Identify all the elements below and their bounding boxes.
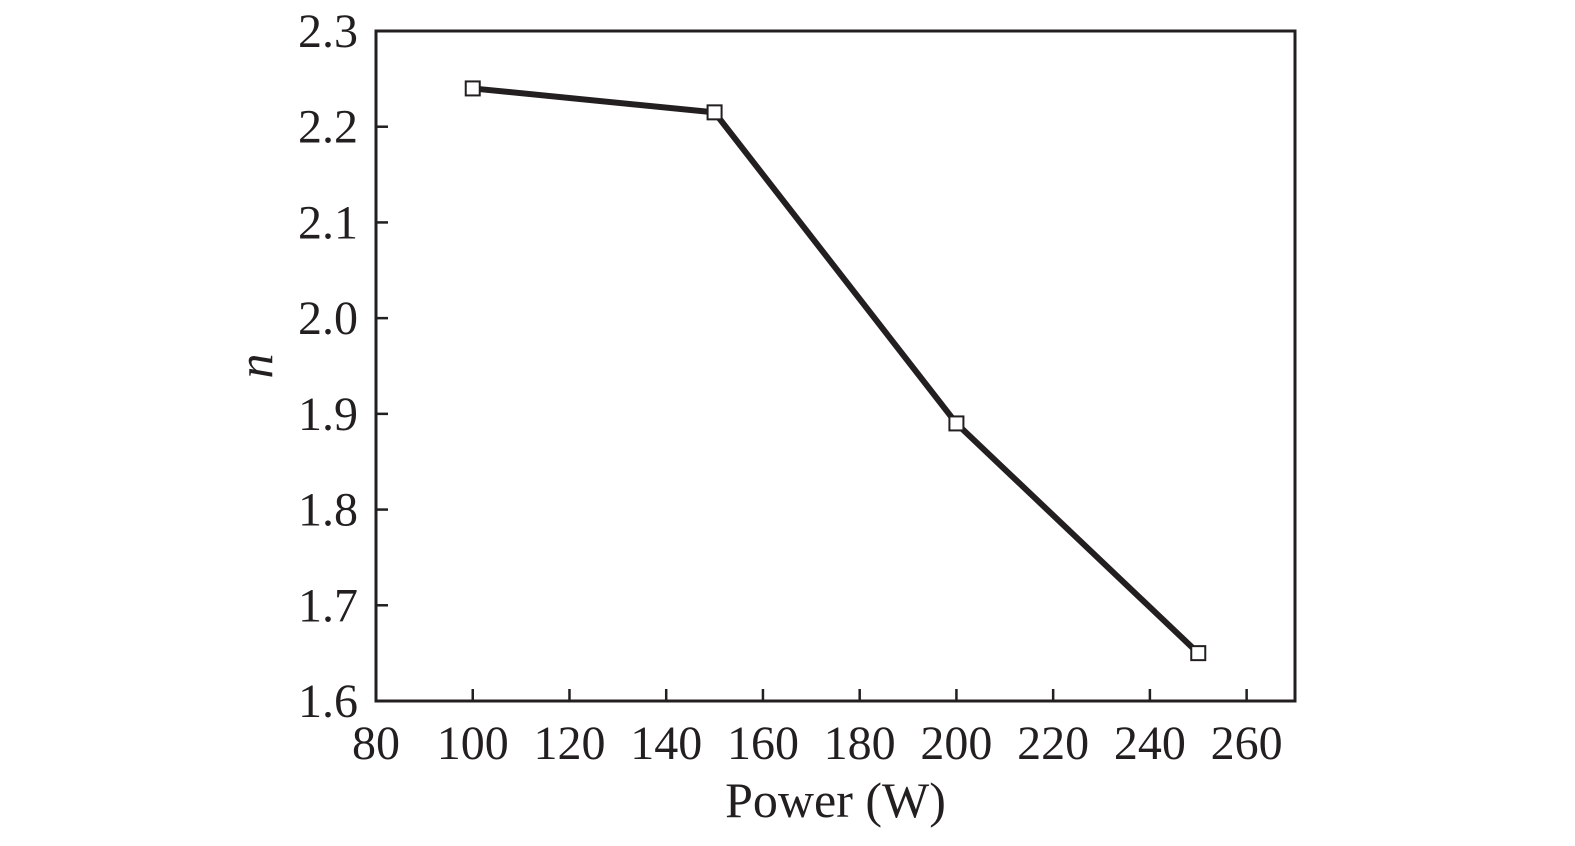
x-tick-label: 180: [824, 717, 896, 770]
x-tick-label: 240: [1114, 717, 1186, 770]
y-tick-label: 2.1: [298, 196, 358, 249]
x-ticks: [374, 689, 1248, 701]
y-tick-label: 1.7: [298, 579, 358, 632]
y-tick-labels: 1.6 1.7 1.8 1.9 2.0 2.1 2.2 2.3: [298, 5, 358, 728]
y-tick-label: 1.8: [298, 484, 358, 537]
x-tick-label: 260: [1211, 717, 1283, 770]
x-tick-label: 160: [727, 717, 799, 770]
y-axis-label: n: [227, 354, 283, 379]
y-ticks: [376, 29, 388, 703]
data-point-marker: [706, 104, 723, 121]
x-tick-label: 220: [1017, 717, 1089, 770]
plot-frame: [374, 29, 1297, 703]
x-axis-label: Power (W): [725, 772, 946, 828]
series-line: [469, 85, 1202, 657]
series-layer: [464, 80, 1207, 662]
y-tick-label: 2.0: [298, 292, 358, 345]
data-point-marker: [464, 80, 481, 97]
y-tick-label: 2.2: [298, 101, 358, 154]
y-tick-label: 2.3: [298, 5, 358, 58]
x-tick-label: 100: [437, 717, 509, 770]
y-tick-label: 1.9: [298, 388, 358, 441]
x-tick-label: 200: [920, 717, 992, 770]
x-tick-label: 140: [630, 717, 702, 770]
x-tick-label: 120: [533, 717, 605, 770]
data-point-marker: [1190, 645, 1207, 662]
y-tick-label: 1.6: [298, 675, 358, 728]
data-point-marker: [948, 415, 965, 432]
x-tick-label: 80: [352, 717, 400, 770]
x-tick-labels: 80 100 120 140 160 180 200 220 240 260: [352, 717, 1283, 770]
